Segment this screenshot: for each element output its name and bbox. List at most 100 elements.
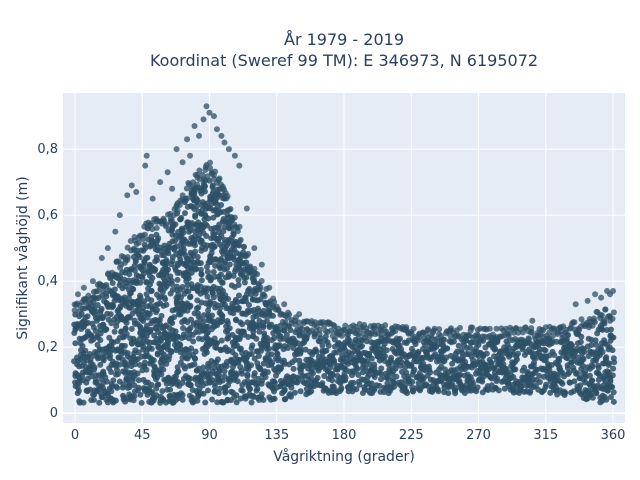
data-point — [215, 191, 222, 198]
data-point — [155, 235, 162, 242]
data-point — [253, 313, 260, 320]
data-point — [187, 293, 194, 300]
x-tick-label: 315 — [533, 428, 558, 443]
data-point — [158, 312, 165, 319]
data-point — [128, 182, 135, 189]
data-point — [263, 317, 270, 324]
data-point — [335, 341, 342, 348]
data-point — [191, 123, 198, 129]
data-point — [80, 284, 87, 291]
data-point — [138, 399, 145, 406]
data-point — [243, 274, 250, 281]
data-point — [264, 369, 271, 376]
data-point — [224, 335, 231, 342]
data-point — [149, 275, 156, 282]
data-point — [269, 359, 276, 366]
data-point — [610, 309, 617, 316]
data-point — [235, 281, 242, 288]
data-point — [134, 370, 141, 377]
data-point — [271, 378, 278, 385]
data-point — [271, 298, 278, 305]
data-point — [114, 367, 121, 374]
data-point — [131, 393, 138, 400]
data-point — [168, 349, 175, 356]
data-point — [359, 343, 366, 350]
data-point — [176, 202, 183, 209]
data-point — [187, 324, 194, 331]
data-point — [574, 370, 581, 377]
data-point — [89, 278, 96, 285]
data-point — [410, 325, 417, 332]
data-point — [610, 334, 617, 341]
data-points — [71, 103, 618, 406]
data-point — [190, 338, 197, 345]
data-point — [202, 166, 209, 173]
data-point — [354, 365, 361, 372]
data-point — [270, 312, 277, 319]
data-point — [603, 354, 610, 361]
data-point — [233, 392, 240, 399]
data-point — [172, 221, 179, 228]
data-point — [184, 195, 191, 202]
data-point — [140, 305, 147, 312]
data-point — [127, 237, 134, 244]
data-point — [116, 212, 123, 219]
data-point — [551, 351, 558, 358]
data-point — [125, 299, 132, 306]
x-tick-label: 135 — [264, 428, 289, 443]
x-tick-label: 180 — [332, 428, 357, 443]
data-point — [308, 388, 315, 395]
data-point — [235, 276, 242, 283]
data-point — [163, 259, 170, 266]
data-point — [225, 377, 232, 384]
data-point — [319, 342, 326, 349]
data-point — [550, 325, 557, 332]
data-point — [137, 279, 144, 286]
data-point — [98, 255, 105, 261]
data-point — [204, 222, 211, 229]
data-point — [114, 384, 121, 391]
data-point — [398, 359, 405, 366]
data-point — [291, 389, 298, 396]
data-point — [265, 345, 272, 352]
data-point — [337, 356, 344, 363]
x-tick-label: 0 — [71, 428, 79, 443]
data-point — [370, 324, 377, 331]
data-point — [245, 334, 252, 341]
data-point — [286, 311, 293, 318]
data-point — [235, 358, 242, 365]
data-point — [543, 381, 550, 388]
data-point — [110, 377, 117, 384]
data-point — [163, 301, 170, 308]
data-point — [519, 329, 526, 336]
data-point — [271, 395, 278, 402]
data-point — [571, 378, 578, 385]
data-point — [342, 377, 349, 384]
data-point — [172, 328, 179, 335]
data-point — [111, 328, 118, 335]
data-point — [455, 342, 462, 349]
data-point — [385, 375, 392, 382]
data-point — [255, 353, 262, 360]
data-point — [210, 113, 217, 120]
data-point — [314, 374, 321, 381]
data-point — [153, 225, 160, 232]
data-point — [143, 366, 150, 373]
data-point — [378, 376, 385, 383]
data-point — [147, 328, 154, 335]
data-point — [173, 146, 180, 153]
data-point — [241, 393, 248, 400]
data-point — [180, 362, 187, 369]
x-tick-labels: 0 45 90 135 180 225 270 315 360 — [71, 428, 626, 443]
data-point — [606, 360, 613, 367]
data-point — [96, 399, 103, 406]
data-point — [250, 328, 257, 335]
data-point — [221, 373, 228, 380]
data-point — [179, 391, 186, 398]
y-tick-label: 0,4 — [37, 274, 58, 289]
data-point — [104, 245, 111, 252]
data-point — [382, 322, 389, 329]
data-point — [505, 330, 512, 337]
data-point — [222, 388, 229, 395]
